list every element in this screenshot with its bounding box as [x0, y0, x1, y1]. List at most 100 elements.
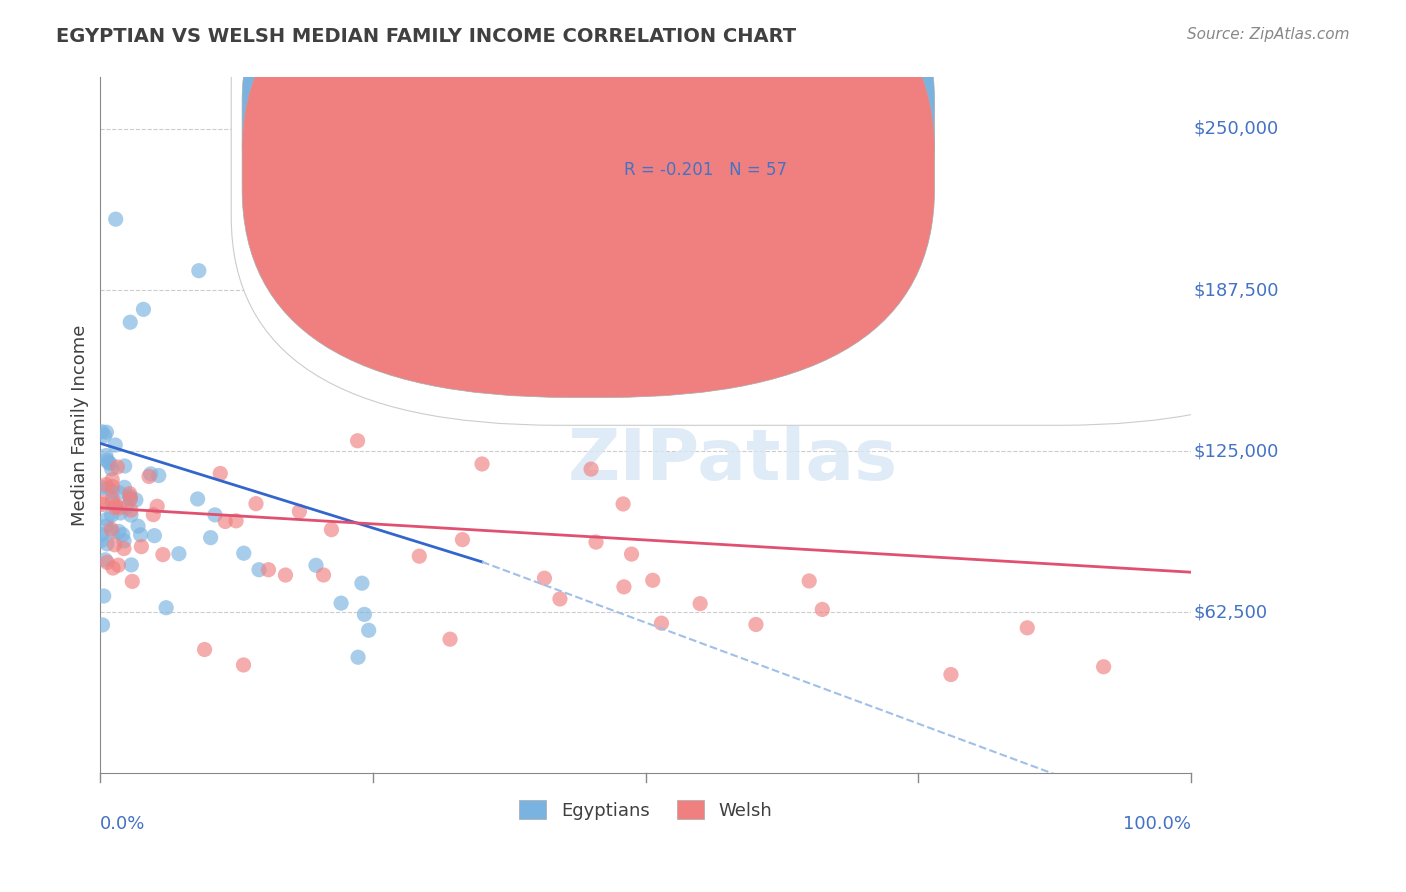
Point [104, 438, 127, 452]
Text: ZIPatlas: ZIPatlas [568, 425, 898, 494]
Point [200, 531, 222, 545]
Text: 100.0%: 100.0% [1123, 815, 1191, 833]
Point [120, 558, 142, 572]
Point [245, 497, 267, 511]
Point [939, 667, 962, 681]
Point [100, 462, 122, 476]
Point [439, 632, 461, 647]
Point [91, 618, 114, 632]
Text: R = -0.201   N = 57: R = -0.201 N = 57 [624, 161, 787, 179]
Point [745, 617, 768, 632]
Point [108, 485, 131, 500]
Point [811, 602, 834, 616]
Point [114, 458, 136, 473]
Point [101, 561, 124, 575]
Point [143, 529, 166, 543]
Point [100, 508, 122, 523]
Point [101, 484, 124, 499]
Point [108, 524, 131, 539]
Point [120, 508, 142, 522]
Point [96, 512, 118, 526]
Point [288, 504, 311, 518]
Text: Source: ZipAtlas.com: Source: ZipAtlas.com [1187, 27, 1350, 42]
Point [330, 596, 353, 610]
Point [90, 425, 112, 439]
Point [104, 500, 127, 515]
Point [799, 574, 821, 588]
Point [120, 491, 142, 506]
Point [471, 457, 494, 471]
Point [408, 549, 430, 564]
Point [115, 500, 138, 515]
Point [187, 263, 209, 277]
FancyBboxPatch shape [242, 0, 935, 349]
Point [100, 522, 122, 536]
Point [120, 491, 142, 506]
Point [104, 212, 127, 227]
Point [1017, 621, 1039, 635]
Point [214, 515, 236, 529]
Point [347, 650, 370, 665]
Point [110, 506, 132, 520]
Point [204, 508, 226, 522]
Point [132, 302, 155, 317]
Point [104, 499, 127, 513]
Point [312, 568, 335, 582]
Point [247, 563, 270, 577]
Point [225, 514, 247, 528]
Point [612, 497, 634, 511]
Point [579, 462, 602, 476]
Point [91, 495, 114, 509]
Point [613, 580, 636, 594]
Point [620, 547, 643, 561]
Point [305, 558, 328, 573]
Y-axis label: Median Family Income: Median Family Income [72, 325, 89, 526]
Point [105, 460, 128, 475]
Point [127, 519, 149, 533]
Point [101, 473, 124, 487]
FancyBboxPatch shape [231, 0, 1388, 425]
Point [93, 428, 115, 442]
Point [97, 482, 120, 496]
Point [131, 540, 153, 554]
Point [129, 528, 152, 542]
Point [94, 553, 117, 567]
Point [346, 434, 368, 448]
Point [101, 495, 124, 509]
Text: $125,000: $125,000 [1194, 442, 1278, 460]
Text: R = -0.282   N = 58: R = -0.282 N = 58 [624, 112, 787, 130]
Point [357, 624, 380, 638]
Point [232, 546, 254, 560]
Point [120, 315, 142, 329]
Point [353, 607, 375, 622]
Point [111, 527, 134, 541]
Point [112, 533, 135, 548]
Point [98, 457, 121, 471]
Point [90, 527, 112, 541]
Point [93, 589, 115, 603]
Point [90, 533, 112, 548]
Text: $62,500: $62,500 [1194, 603, 1267, 621]
Point [120, 503, 142, 517]
Point [96, 555, 118, 569]
Point [139, 467, 162, 481]
Point [146, 500, 169, 514]
Point [96, 453, 118, 467]
Point [108, 500, 131, 515]
Point [451, 533, 474, 547]
Text: $250,000: $250,000 [1194, 120, 1278, 138]
Point [167, 547, 190, 561]
Point [96, 537, 118, 551]
Point [138, 469, 160, 483]
Point [91, 498, 114, 512]
Point [257, 563, 280, 577]
Point [548, 591, 571, 606]
Point [91, 480, 114, 494]
Point [585, 535, 607, 549]
Point [94, 449, 117, 463]
Point [187, 491, 209, 506]
Point [107, 558, 129, 573]
Point [94, 477, 117, 491]
Point [533, 571, 555, 585]
Point [155, 600, 177, 615]
